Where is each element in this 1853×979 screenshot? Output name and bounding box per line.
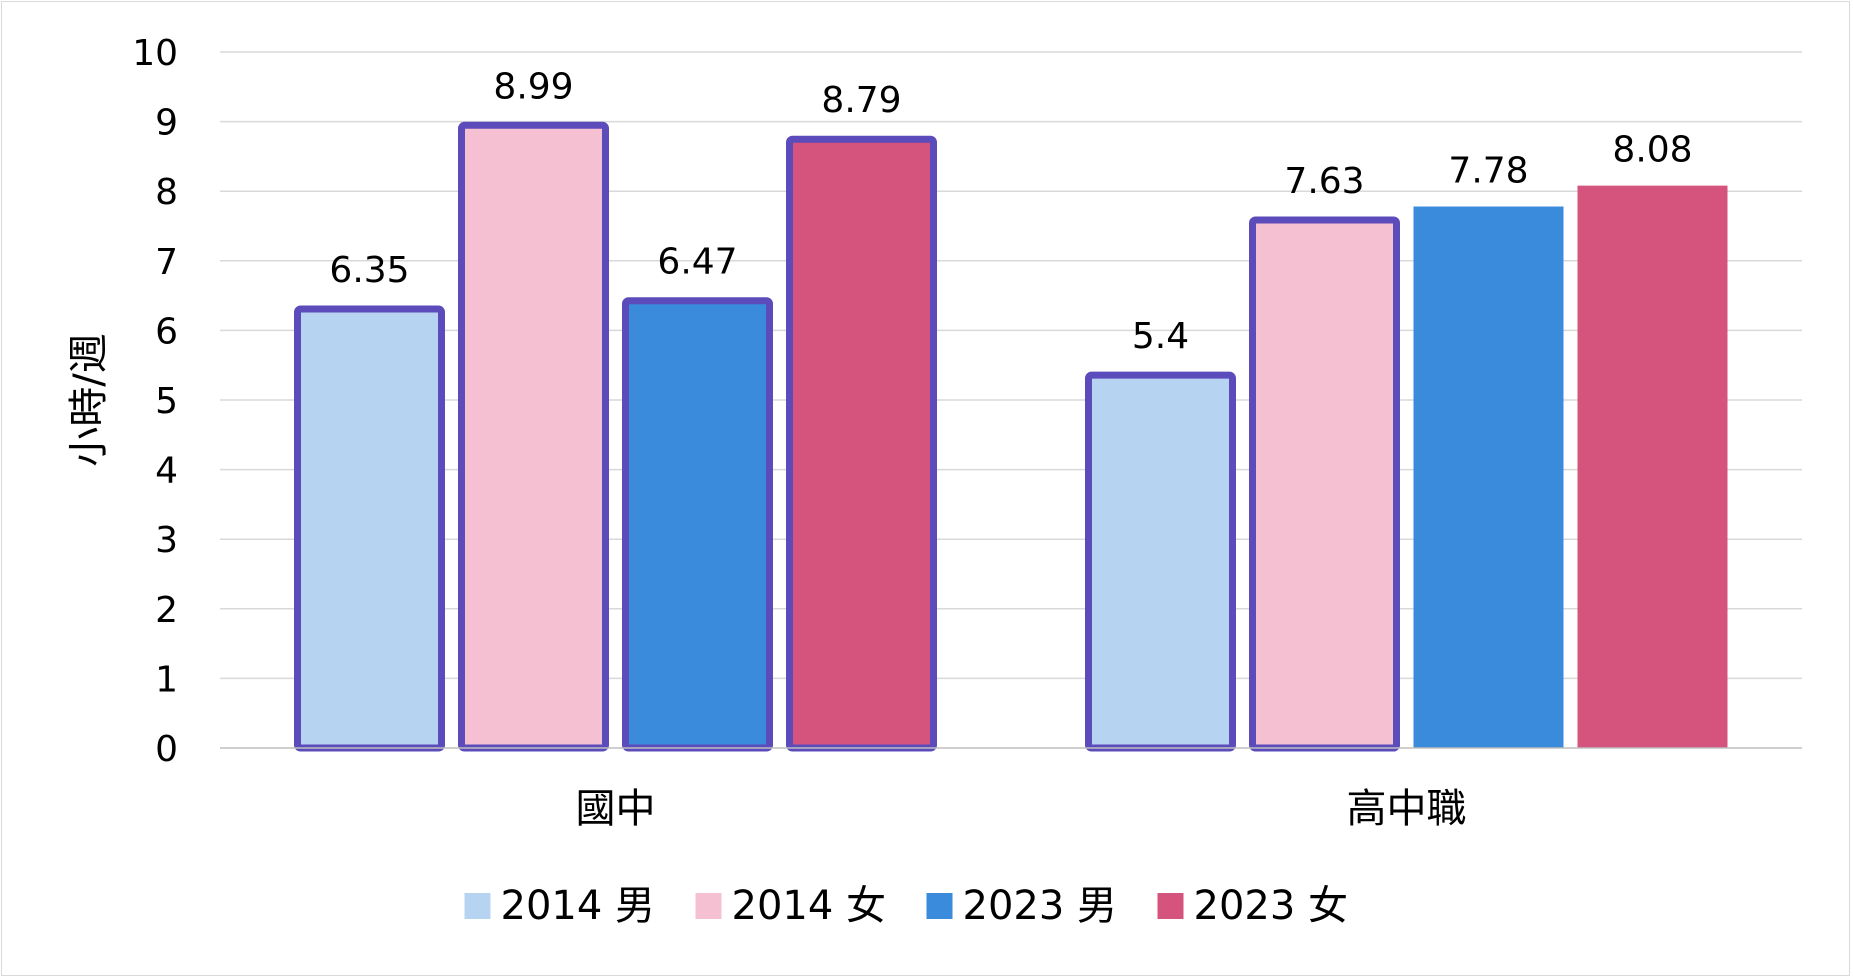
gridlines xyxy=(220,51,1802,680)
y-tick-label: 10 xyxy=(132,33,178,74)
y-axis-label: 小時/週 xyxy=(66,333,112,466)
category-label: 國中 xyxy=(576,786,656,832)
y-tick-label: 4 xyxy=(155,451,178,492)
data-label: 8.79 xyxy=(821,80,901,121)
legend-swatch xyxy=(1157,893,1184,919)
y-tick-label: 9 xyxy=(155,103,178,144)
bar xyxy=(786,135,937,752)
data-label: 7.78 xyxy=(1448,151,1528,192)
legend-label: 2023 女 xyxy=(1194,883,1349,929)
data-label: 6.35 xyxy=(329,250,409,291)
y-tick-label: 5 xyxy=(155,381,178,422)
y-tick-label: 2 xyxy=(155,590,178,631)
y-axis-ticks: 0 1 2 3 4 5 6 7 8 9 10 xyxy=(132,33,178,770)
y-tick-label: 7 xyxy=(155,242,178,283)
data-labels: 6.35 8.99 6.47 8.79 5.4 7.63 7.78 8.08 xyxy=(329,66,1692,357)
legend-swatch xyxy=(464,893,491,919)
legend: 2014 男 2014 女 2023 男 2023 女 xyxy=(464,883,1349,929)
legend-swatch xyxy=(926,893,953,919)
data-label: 8.99 xyxy=(493,66,573,107)
y-tick-label: 3 xyxy=(155,520,178,561)
y-tick-label: 8 xyxy=(155,172,178,213)
y-tick-label: 0 xyxy=(155,729,178,770)
bar xyxy=(1577,185,1728,748)
data-label: 7.63 xyxy=(1284,161,1364,202)
data-label: 6.47 xyxy=(657,242,737,283)
legend-swatch xyxy=(695,893,722,919)
bar xyxy=(1249,216,1400,752)
bars xyxy=(294,121,1728,752)
data-label: 5.4 xyxy=(1132,316,1189,357)
category-labels: 國中 高中職 xyxy=(576,786,1467,832)
bar xyxy=(458,121,609,752)
data-label: 8.08 xyxy=(1612,130,1692,171)
bar xyxy=(1085,371,1236,752)
y-tick-label: 6 xyxy=(155,311,178,352)
y-tick-label: 1 xyxy=(155,659,178,700)
bar xyxy=(1413,206,1564,749)
bar xyxy=(294,305,445,752)
category-label: 高中職 xyxy=(1347,786,1467,832)
bar xyxy=(622,297,773,752)
legend-label: 2023 男 xyxy=(963,883,1118,929)
legend-label: 2014 女 xyxy=(732,883,887,929)
legend-label: 2014 男 xyxy=(501,883,656,929)
